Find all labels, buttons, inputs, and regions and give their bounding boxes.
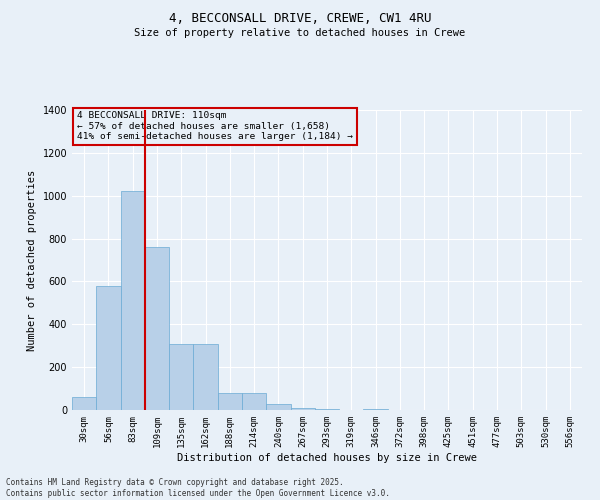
Bar xyxy=(193,344,218,410)
Bar xyxy=(218,393,242,410)
Bar xyxy=(145,247,169,410)
Text: Size of property relative to detached houses in Crewe: Size of property relative to detached ho… xyxy=(134,28,466,38)
Bar xyxy=(121,192,145,410)
Bar xyxy=(96,286,121,410)
Bar xyxy=(266,404,290,410)
Bar xyxy=(169,344,193,410)
Text: Contains HM Land Registry data © Crown copyright and database right 2025.
Contai: Contains HM Land Registry data © Crown c… xyxy=(6,478,390,498)
Y-axis label: Number of detached properties: Number of detached properties xyxy=(27,170,37,350)
Bar xyxy=(364,409,388,410)
Text: 4 BECCONSALL DRIVE: 110sqm
← 57% of detached houses are smaller (1,658)
41% of s: 4 BECCONSALL DRIVE: 110sqm ← 57% of deta… xyxy=(77,112,353,142)
Text: 4, BECCONSALL DRIVE, CREWE, CW1 4RU: 4, BECCONSALL DRIVE, CREWE, CW1 4RU xyxy=(169,12,431,26)
X-axis label: Distribution of detached houses by size in Crewe: Distribution of detached houses by size … xyxy=(177,452,477,462)
Bar xyxy=(315,409,339,410)
Bar xyxy=(72,397,96,410)
Bar xyxy=(242,393,266,410)
Bar xyxy=(290,408,315,410)
